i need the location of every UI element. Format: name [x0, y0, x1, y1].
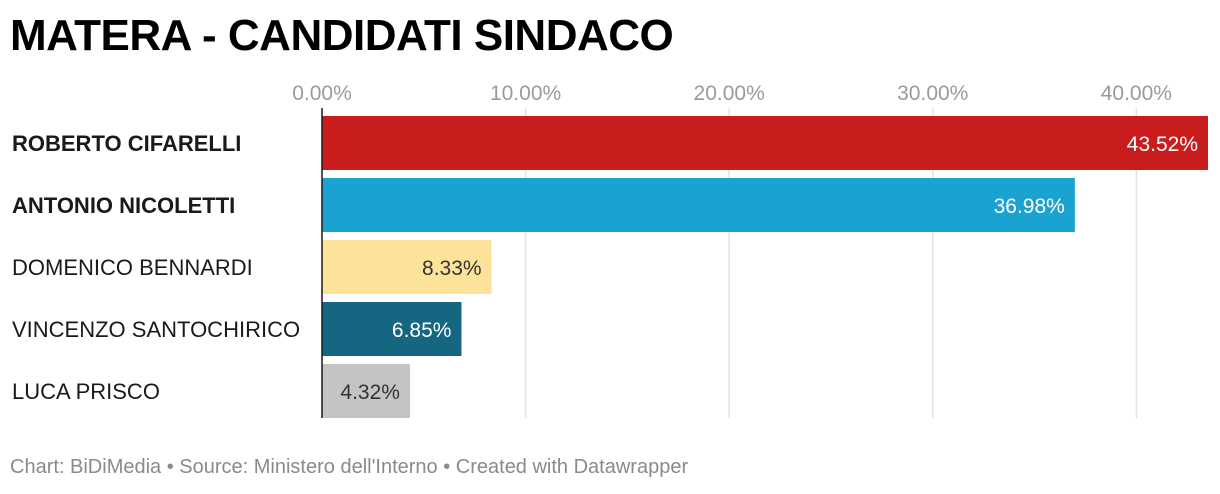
category-label: ANTONIO NICOLETTI [12, 193, 235, 218]
value-label: 43.52% [1127, 133, 1198, 156]
category-label: DOMENICO BENNARDI [12, 255, 253, 280]
x-tick-label: 40.00% [1101, 82, 1172, 105]
bar [322, 116, 1208, 170]
chart-footer: Chart: BiDiMedia • Source: Ministero del… [10, 456, 689, 478]
value-label: 4.32% [340, 381, 400, 404]
x-tick-label: 10.00% [490, 82, 561, 105]
x-tick-label: 0.00% [292, 82, 352, 105]
category-label: VINCENZO SANTOCHIRICO [12, 317, 300, 342]
value-labels: 43.52% 36.98% 8.33% 6.85% 4.32% [340, 133, 1198, 404]
bar [322, 302, 462, 356]
x-tick-label: 20.00% [694, 82, 765, 105]
bars [322, 116, 1208, 418]
value-label: 8.33% [422, 257, 482, 280]
bar [322, 364, 410, 418]
bar [322, 240, 492, 294]
x-axis-tick-labels: 0.00% 10.00% 20.00% 30.00% 40.00% [292, 82, 1172, 105]
category-labels: ROBERTO CIFARELLI ANTONIO NICOLETTI DOMENI… [12, 131, 300, 404]
value-label: 6.85% [392, 319, 452, 342]
bar-chart: 0.00% 10.00% 20.00% 30.00% 40.00% ROBERTO CI… [12, 82, 1208, 418]
x-tick-label: 30.00% [897, 82, 968, 105]
category-label: LUCA PRISCO [12, 379, 160, 404]
chart-title: MATERA - CANDIDATI SINDACO [10, 11, 674, 60]
category-label: ROBERTO CIFARELLI [12, 131, 241, 156]
bar [322, 178, 1075, 232]
value-label: 36.98% [994, 195, 1065, 218]
